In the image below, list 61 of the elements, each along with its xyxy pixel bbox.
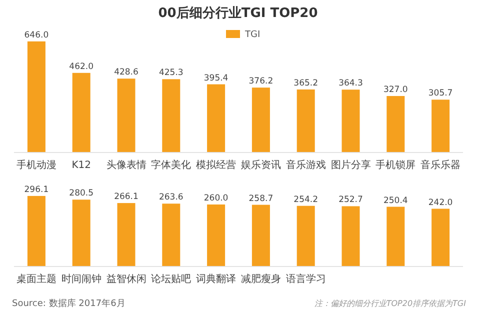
x-tick-label: 娱乐资讯: [240, 159, 281, 171]
bar: [296, 206, 315, 266]
x-tick-label: 图片分享: [330, 159, 371, 171]
x-tick-label: 头像表情: [106, 159, 146, 171]
data-label: 305.7: [428, 88, 453, 99]
data-label: 263.6: [158, 192, 184, 203]
text: 注：偏好的细分行业TOP20排序依据为TGI: [314, 299, 467, 308]
data-label: 365.2: [294, 78, 318, 88]
x-tick-label: 时间闹钟: [61, 273, 102, 285]
data-label: 395.4: [204, 73, 228, 84]
x-tick-label: 音乐乐器: [420, 159, 461, 171]
source-note: Source: 数据库 2017年6月: [12, 298, 126, 309]
bar: [296, 89, 315, 152]
bar: [117, 78, 136, 152]
bar: [72, 200, 90, 266]
data-label: 260.0: [204, 193, 228, 204]
x-tick-label: K12: [72, 160, 91, 171]
bar: [432, 100, 450, 152]
data-label: 296.1: [24, 184, 49, 195]
x-tick-label: 音乐游戏: [286, 159, 326, 171]
data-label: 428.6: [114, 68, 138, 78]
data-label: 462.0: [69, 62, 94, 72]
x-tick-label: 模拟经营: [196, 159, 236, 171]
bar: [386, 96, 405, 152]
chart-title: 00后细分行业TGI TOP20: [158, 5, 318, 21]
bar: [162, 204, 180, 266]
bar: [342, 90, 360, 152]
x-tick-label: 手机动漫: [16, 159, 56, 171]
bar: [207, 204, 226, 266]
data-label: 266.1: [114, 192, 138, 202]
legend-label: TGI: [244, 30, 260, 40]
data-label: 242.0: [428, 198, 453, 208]
data-label: 646.0: [24, 30, 49, 40]
data-label: 327.0: [383, 85, 408, 96]
bar: [72, 72, 90, 152]
data-label: 425.3: [158, 68, 184, 78]
x-tick-label: 桌面主题: [16, 273, 56, 285]
x-tick-label: 减肥瘦身: [240, 273, 281, 285]
bar: [252, 204, 270, 266]
x-tick-label: 论坛贴吧: [151, 273, 192, 285]
x-tick-label: 词典翻译: [196, 273, 236, 285]
x-tick-label: 手机锁屏: [376, 159, 416, 171]
bar: [207, 84, 226, 152]
bar: [27, 196, 46, 266]
bar: [252, 88, 270, 152]
data-label: 250.4: [383, 196, 408, 206]
x-tick-label: 语言学习: [286, 273, 326, 285]
bar: [27, 41, 46, 152]
bar: [386, 206, 405, 266]
x-tick-label: 益智休闲: [106, 273, 146, 285]
data-label: 252.7: [338, 195, 363, 206]
data-label: 376.2: [248, 76, 274, 87]
bar: [117, 203, 136, 266]
bar: [162, 79, 180, 152]
data-label: 258.7: [248, 194, 274, 204]
x-tick-label: 字体美化: [151, 159, 192, 171]
data-label: 254.2: [294, 194, 318, 205]
bar: [342, 206, 360, 266]
data-label: 364.3: [338, 78, 363, 89]
bar: [432, 208, 450, 266]
data-label: 280.5: [69, 188, 94, 199]
